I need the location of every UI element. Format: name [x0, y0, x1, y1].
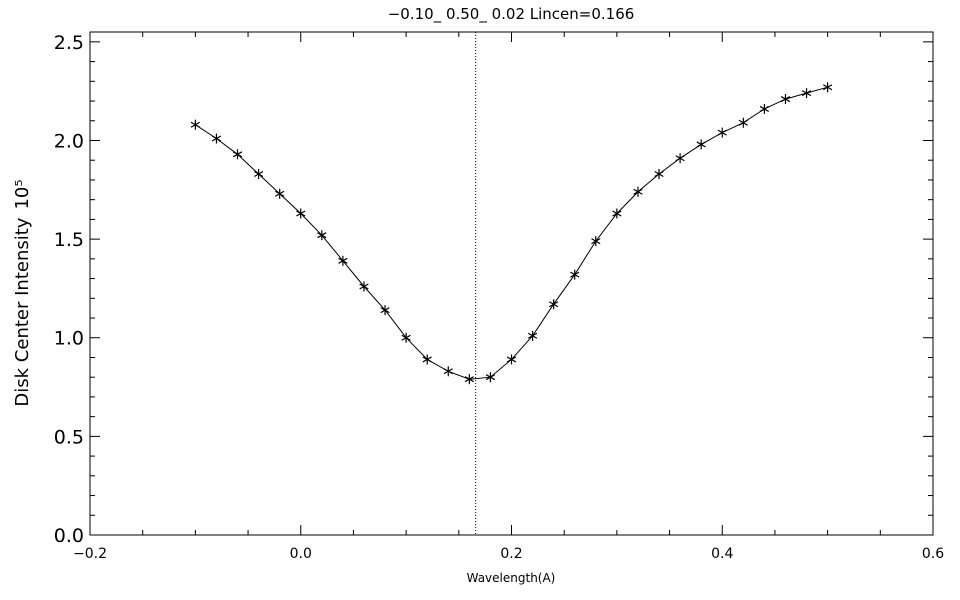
data-point [675, 153, 685, 164]
data-point [717, 127, 727, 138]
y-tick-label: 0.0 [54, 525, 84, 547]
y-tick-label: 1.0 [54, 328, 84, 350]
x-tick-label: 0.0 [290, 546, 312, 562]
data-point [549, 299, 559, 310]
y-axis-label-exponent: 10⁵ [12, 179, 33, 209]
y-axis-label-text: Disk Center Intensity [12, 217, 33, 406]
data-point [464, 374, 474, 385]
data-point [380, 305, 390, 316]
data-point [527, 330, 538, 341]
data-markers [190, 82, 833, 385]
data-point [633, 186, 643, 197]
data-point [612, 208, 622, 219]
data-point [232, 149, 243, 160]
y-tick-label: 0.5 [54, 426, 84, 448]
data-point [801, 88, 812, 99]
tick-labels: −0.2 0.0 0.2 0.4 0.60.00.51.01.52.02.5 [54, 32, 944, 562]
data-point [485, 372, 496, 383]
data-point [338, 255, 348, 266]
data-point [780, 94, 791, 105]
data-point [401, 332, 411, 343]
data-point [190, 119, 201, 130]
data-point [275, 188, 285, 199]
plot-frame [89, 31, 934, 536]
chart-title: −0.10_ 0.50_ 0.02 Lincen=0.166 [388, 5, 635, 24]
x-tick-label: 0.2 [500, 546, 522, 562]
data-point [359, 281, 369, 292]
x-axis-label: Wavelength(A) [467, 571, 556, 585]
data-point [738, 117, 748, 128]
data-point [317, 230, 327, 241]
data-point [443, 366, 453, 377]
data-point [822, 82, 833, 93]
data-point [654, 169, 664, 180]
x-tick-label: 0.6 [922, 546, 944, 562]
y-axis-label: Disk Center Intensity 10⁵ [12, 179, 33, 406]
axis-ticks [89, 32, 934, 536]
series-line [195, 86, 828, 380]
y-tick-label: 1.5 [54, 229, 84, 251]
data-point [296, 208, 306, 219]
y-tick-label: 2.5 [54, 32, 84, 54]
x-tick-label: 0.4 [711, 546, 733, 562]
data-point [696, 139, 706, 150]
data-point [759, 103, 770, 114]
data-point [253, 169, 264, 180]
data-point [211, 133, 222, 144]
data-point [422, 354, 432, 365]
y-axis-label-group: Disk Center Intensity 10⁵ [12, 179, 33, 406]
x-tick-label: −0.2 [73, 546, 107, 562]
data-point [591, 236, 601, 247]
data-point [506, 354, 517, 365]
y-tick-label: 2.0 [54, 130, 84, 152]
data-point [570, 269, 580, 280]
